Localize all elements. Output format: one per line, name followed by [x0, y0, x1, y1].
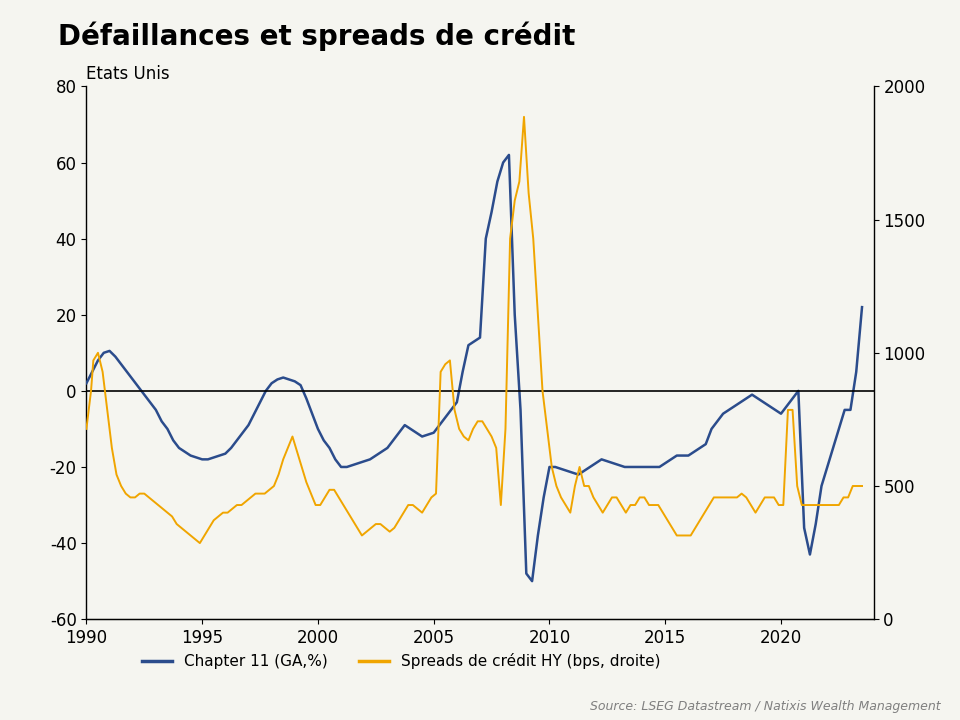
Legend: Chapter 11 (GA,%), Spreads de crédit HY (bps, droite): Chapter 11 (GA,%), Spreads de crédit HY … — [135, 647, 667, 675]
Text: Source: LSEG Datastream / Natixis Wealth Management: Source: LSEG Datastream / Natixis Wealth… — [590, 700, 941, 713]
Text: Défaillances et spreads de crédit: Défaillances et spreads de crédit — [58, 22, 575, 51]
Text: Etats Unis: Etats Unis — [86, 65, 170, 83]
